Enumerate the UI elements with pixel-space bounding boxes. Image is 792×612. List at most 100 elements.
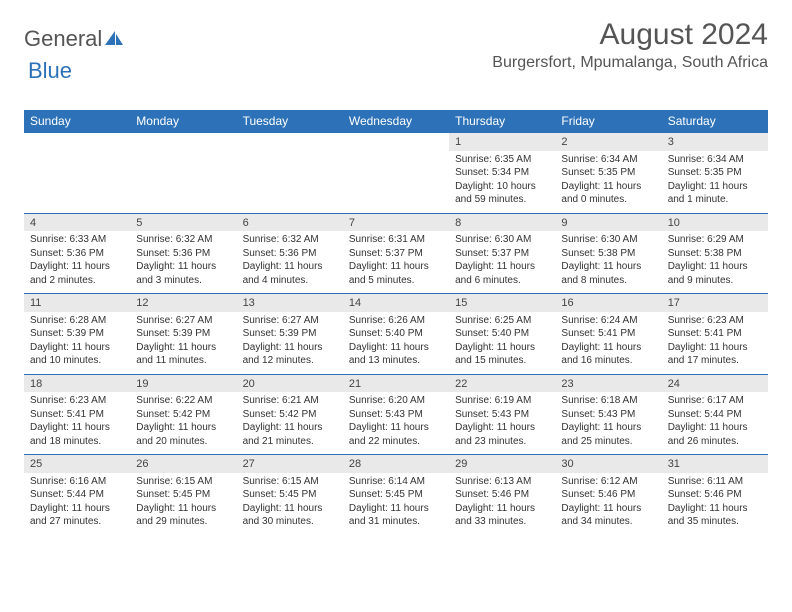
daylight-text: Daylight: 11 hours and 8 minutes.	[561, 260, 655, 287]
daylight-text: Daylight: 11 hours and 16 minutes.	[561, 341, 655, 368]
day-detail-row: Sunrise: 6:33 AM Sunset: 5:36 PM Daylight:…	[24, 231, 768, 294]
month-title: August 2024	[492, 18, 768, 52]
day-number-cell: 5	[130, 213, 236, 231]
sunrise-text: Sunrise: 6:17 AM	[668, 394, 762, 408]
day-number-cell: 18	[24, 374, 130, 392]
daylight-text: Daylight: 11 hours and 23 minutes.	[455, 421, 549, 448]
sunrise-text: Sunrise: 6:31 AM	[349, 233, 443, 247]
sunrise-text: Sunrise: 6:30 AM	[455, 233, 549, 247]
sunset-text: Sunset: 5:46 PM	[668, 488, 762, 502]
sunrise-text: Sunrise: 6:11 AM	[668, 475, 762, 489]
day-detail-cell: Sunrise: 6:17 AMSunset: 5:44 PMDaylight:…	[662, 392, 768, 455]
day-number-cell: 9	[555, 213, 661, 231]
day-detail-row: Sunrise: 6:16 AMSunset: 5:44 PMDaylight:…	[24, 473, 768, 535]
daylight-text: Daylight: 11 hours and 34 minutes.	[561, 502, 655, 529]
day-number-cell: 19	[130, 374, 236, 392]
sunset-text: Sunset: 5:41 PM	[561, 327, 655, 341]
day-number-row: 11121314151617	[24, 294, 768, 312]
day-number-cell: 12	[130, 294, 236, 312]
day-number-cell: 15	[449, 294, 555, 312]
day-number-cell: 8	[449, 213, 555, 231]
sunrise-text: Sunrise: 6:29 AM	[668, 233, 762, 247]
day-detail-cell: Sunrise: 6:26 AMSunset: 5:40 PMDaylight:…	[343, 312, 449, 375]
sunrise-text: Sunrise: 6:32 AM	[136, 233, 230, 247]
sunset-text: Sunset: 5:39 PM	[136, 327, 230, 341]
day-number-cell: 26	[130, 455, 236, 473]
day-detail-cell: Sunrise: 6:32 AMSunset: 5:36 PMDaylight:…	[130, 231, 236, 294]
day-detail-row: Sunrise: 6:35 AMSunset: 5:34 PMDaylight:…	[24, 151, 768, 214]
daylight-text: Daylight: 11 hours and 3 minutes.	[136, 260, 230, 287]
day-detail-cell: Sunrise: 6:31 AMSunset: 5:37 PMDaylight:…	[343, 231, 449, 294]
day-number-cell: 25	[24, 455, 130, 473]
sunset-text: Sunset: 5:36 PM	[243, 247, 337, 261]
sunrise-text: Sunrise: 6:27 AM	[243, 314, 337, 328]
day-detail-cell: Sunrise: 6:14 AMSunset: 5:45 PMDaylight:…	[343, 473, 449, 535]
day-number-row: 25262728293031	[24, 455, 768, 473]
sunrise-text: Sunrise: 6:33 AM	[30, 233, 124, 247]
daylight-text: Daylight: 11 hours and 20 minutes.	[136, 421, 230, 448]
weekday-header: Friday	[555, 110, 661, 133]
daylight-text: Daylight: 11 hours and 10 minutes.	[30, 341, 124, 368]
day-detail-cell	[237, 151, 343, 214]
daylight-text: Daylight: 11 hours and 6 minutes.	[455, 260, 549, 287]
day-number-cell: 27	[237, 455, 343, 473]
sunrise-text: Sunrise: 6:23 AM	[668, 314, 762, 328]
sunset-text: Sunset: 5:45 PM	[349, 488, 443, 502]
day-detail-cell: Sunrise: 6:32 AMSunset: 5:36 PMDaylight:…	[237, 231, 343, 294]
sunset-text: Sunset: 5:44 PM	[30, 488, 124, 502]
day-detail-cell	[24, 151, 130, 214]
day-detail-cell: Sunrise: 6:12 AMSunset: 5:46 PMDaylight:…	[555, 473, 661, 535]
sunrise-text: Sunrise: 6:26 AM	[349, 314, 443, 328]
daylight-text: Daylight: 11 hours and 31 minutes.	[349, 502, 443, 529]
sunset-text: Sunset: 5:37 PM	[455, 247, 549, 261]
daylight-text: Daylight: 11 hours and 35 minutes.	[668, 502, 762, 529]
sunrise-text: Sunrise: 6:22 AM	[136, 394, 230, 408]
day-number-cell: 17	[662, 294, 768, 312]
sunrise-text: Sunrise: 6:12 AM	[561, 475, 655, 489]
weekday-header-row: Sunday Monday Tuesday Wednesday Thursday…	[24, 110, 768, 133]
sunset-text: Sunset: 5:35 PM	[561, 166, 655, 180]
sunset-text: Sunset: 5:43 PM	[349, 408, 443, 422]
day-detail-cell: Sunrise: 6:25 AMSunset: 5:40 PMDaylight:…	[449, 312, 555, 375]
daylight-text: Daylight: 11 hours and 0 minutes.	[561, 180, 655, 207]
logo: General	[24, 26, 124, 52]
sunset-text: Sunset: 5:41 PM	[668, 327, 762, 341]
daylight-text: Daylight: 11 hours and 1 minute.	[668, 180, 762, 207]
day-number-cell: 3	[662, 133, 768, 151]
daylight-text: Daylight: 10 hours and 59 minutes.	[455, 180, 549, 207]
logo-sail-icon	[104, 30, 124, 46]
day-number-cell: 16	[555, 294, 661, 312]
day-number-row: 123	[24, 133, 768, 151]
weekday-header: Tuesday	[237, 110, 343, 133]
day-detail-cell: Sunrise: 6:33 AMSunset: 5:36 PMDaylight:…	[24, 231, 130, 294]
daylight-text: Daylight: 11 hours and 25 minutes.	[561, 421, 655, 448]
day-number-cell: 24	[662, 374, 768, 392]
calendar-table: Sunday Monday Tuesday Wednesday Thursday…	[24, 110, 768, 535]
day-number-cell: 21	[343, 374, 449, 392]
day-number-cell: 13	[237, 294, 343, 312]
day-number-cell: 10	[662, 213, 768, 231]
day-number-cell: 14	[343, 294, 449, 312]
day-number-cell: 31	[662, 455, 768, 473]
day-number-cell	[24, 133, 130, 151]
day-detail-row: Sunrise: 6:23 AMSunset: 5:41 PMDaylight:…	[24, 392, 768, 455]
sunrise-text: Sunrise: 6:15 AM	[136, 475, 230, 489]
day-detail-cell	[343, 151, 449, 214]
sunrise-text: Sunrise: 6:18 AM	[561, 394, 655, 408]
sunrise-text: Sunrise: 6:34 AM	[561, 153, 655, 167]
day-detail-cell: Sunrise: 6:28 AMSunset: 5:39 PMDaylight:…	[24, 312, 130, 375]
sunset-text: Sunset: 5:37 PM	[349, 247, 443, 261]
sunset-text: Sunset: 5:43 PM	[455, 408, 549, 422]
day-number-cell: 28	[343, 455, 449, 473]
day-detail-cell: Sunrise: 6:23 AMSunset: 5:41 PMDaylight:…	[662, 312, 768, 375]
sunset-text: Sunset: 5:34 PM	[455, 166, 549, 180]
sunset-text: Sunset: 5:40 PM	[455, 327, 549, 341]
daylight-text: Daylight: 11 hours and 22 minutes.	[349, 421, 443, 448]
sunset-text: Sunset: 5:38 PM	[561, 247, 655, 261]
day-detail-cell: Sunrise: 6:16 AMSunset: 5:44 PMDaylight:…	[24, 473, 130, 535]
weekday-header: Wednesday	[343, 110, 449, 133]
sunrise-text: Sunrise: 6:21 AM	[243, 394, 337, 408]
sunrise-text: Sunrise: 6:30 AM	[561, 233, 655, 247]
sunset-text: Sunset: 5:43 PM	[561, 408, 655, 422]
daylight-text: Daylight: 11 hours and 27 minutes.	[30, 502, 124, 529]
